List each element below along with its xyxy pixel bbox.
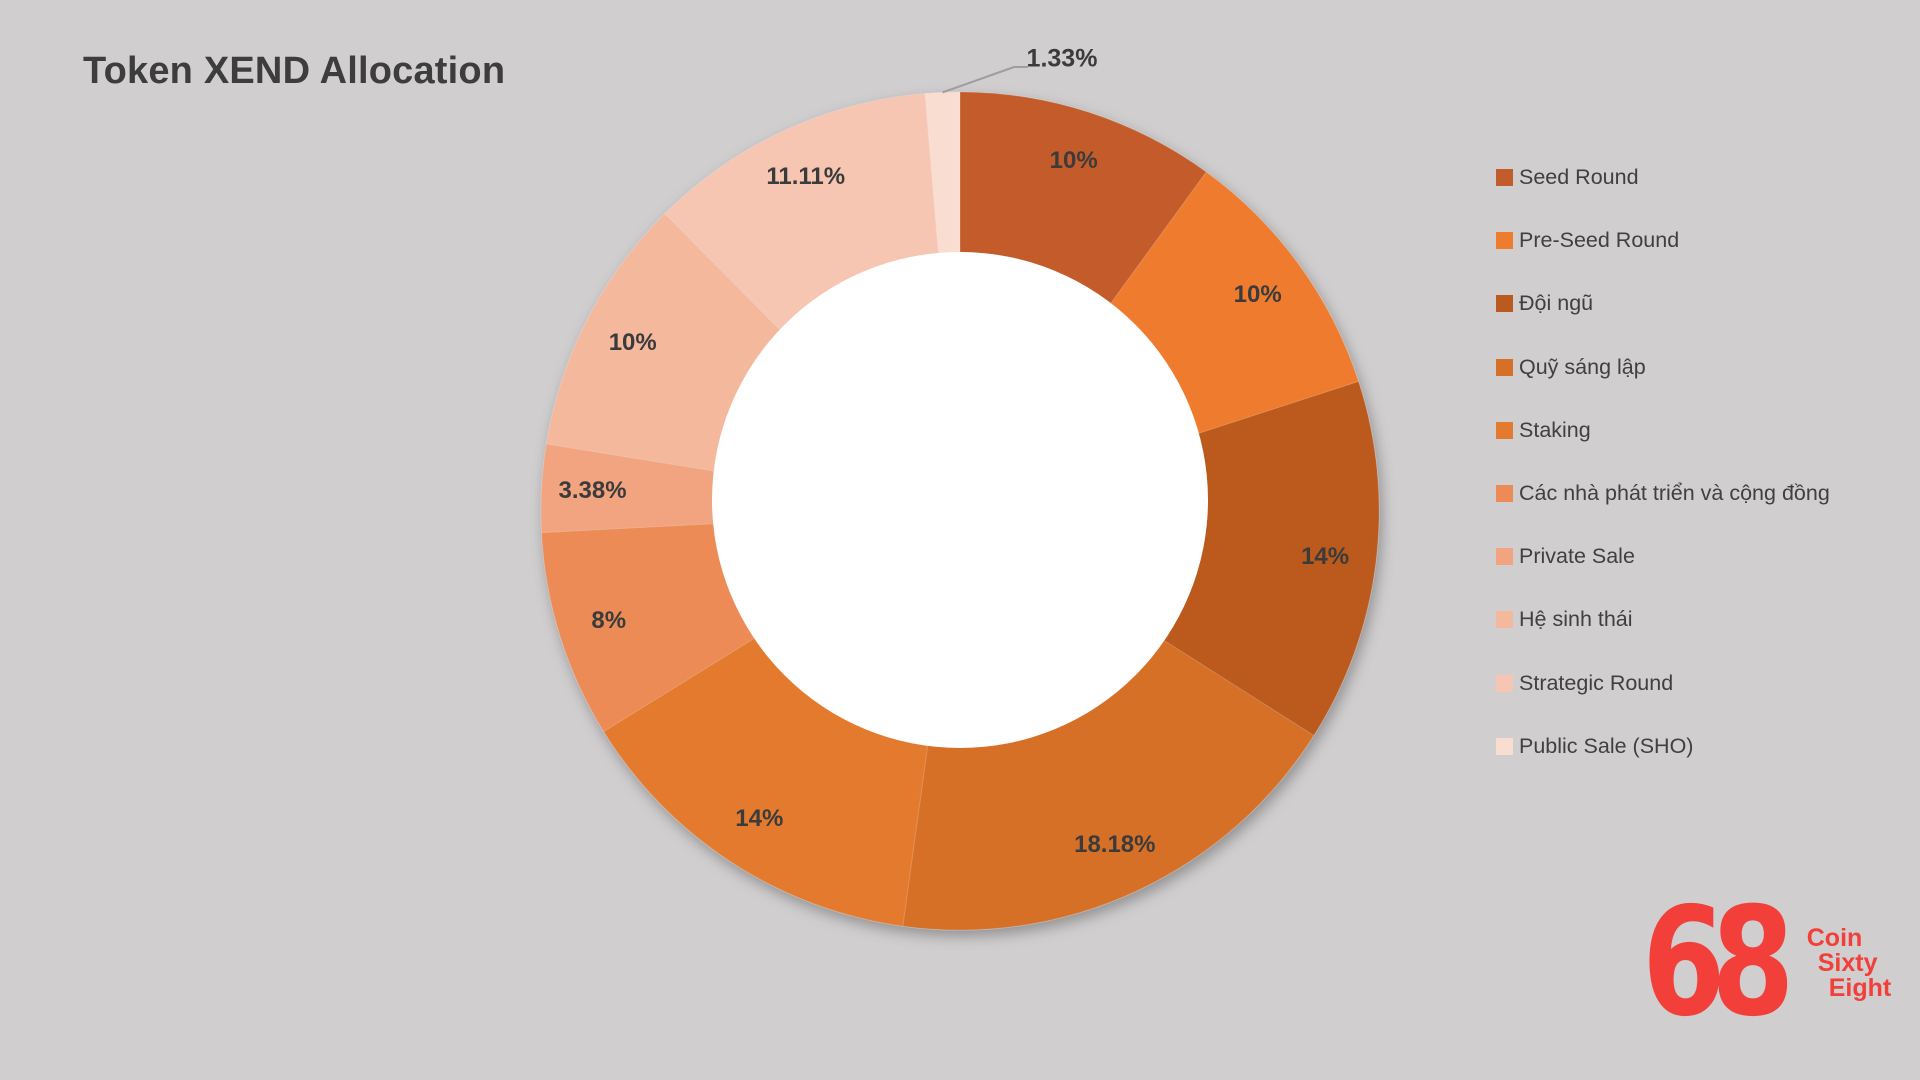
legend: Seed Round Pre-Seed Round Đội ngũ Quỹ sá… bbox=[1496, 146, 1916, 778]
legend-item: Seed Round bbox=[1496, 146, 1916, 209]
slice-label: 8% bbox=[591, 606, 627, 634]
legend-item: Private Sale bbox=[1496, 525, 1916, 588]
logo-wordmark: Coin Sixty Eight bbox=[1807, 888, 1892, 1001]
legend-swatch bbox=[1496, 611, 1513, 629]
legend-item: Đội ngũ bbox=[1496, 272, 1916, 335]
legend-item: Các nhà phát triển và cộng đồng bbox=[1496, 462, 1916, 525]
legend-swatch bbox=[1496, 358, 1513, 376]
legend-label: Pre-Seed Round bbox=[1519, 228, 1680, 253]
slice-label: 10% bbox=[1049, 147, 1098, 174]
legend-swatch bbox=[1496, 169, 1513, 187]
chart-title: Token XEND Allocation bbox=[83, 50, 506, 92]
legend-label: Seed Round bbox=[1519, 165, 1639, 190]
slice-label: 1.33% bbox=[1026, 44, 1098, 73]
slice-label: 3.38% bbox=[558, 476, 627, 504]
legend-label: Staking bbox=[1519, 417, 1591, 442]
donut-hole bbox=[712, 252, 1208, 748]
slice-label: 14% bbox=[735, 805, 784, 833]
slice-label: 10% bbox=[608, 328, 657, 356]
logo-word-sixty: Sixty bbox=[1817, 949, 1878, 977]
legend-label: Đội ngũ bbox=[1519, 291, 1594, 316]
legend-item: Pre-Seed Round bbox=[1496, 209, 1916, 272]
legend-swatch bbox=[1496, 548, 1513, 566]
slice-label: 10% bbox=[1233, 280, 1282, 308]
slice-label: 11.11% bbox=[766, 162, 846, 190]
legend-swatch bbox=[1496, 232, 1513, 250]
legend-item: Staking bbox=[1496, 399, 1916, 462]
legend-swatch bbox=[1496, 421, 1513, 439]
legend-swatch bbox=[1496, 737, 1513, 755]
legend-label: Private Sale bbox=[1519, 544, 1635, 569]
logo-word-coin: Coin bbox=[1806, 924, 1863, 952]
legend-item: Hệ sinh thái bbox=[1496, 588, 1916, 651]
legend-item: Public Sale (SHO) bbox=[1496, 715, 1916, 778]
callout-leader-line bbox=[942, 66, 1028, 94]
slice-label: 18.18% bbox=[1074, 830, 1156, 858]
legend-swatch bbox=[1496, 295, 1513, 313]
logo-word-eight: Eight bbox=[1828, 974, 1892, 1002]
legend-label: Strategic Round bbox=[1519, 670, 1674, 695]
legend-label: Các nhà phát triển và cộng đồng bbox=[1519, 481, 1830, 506]
legend-item: Strategic Round bbox=[1496, 652, 1916, 715]
legend-swatch bbox=[1496, 674, 1513, 692]
legend-label: Public Sale (SHO) bbox=[1519, 733, 1694, 758]
legend-item: Quỹ sáng lập bbox=[1496, 336, 1916, 399]
logo-68-mark: 68 bbox=[1642, 876, 1795, 1050]
legend-label: Hệ sinh thái bbox=[1519, 607, 1633, 632]
coinsixtyeight-logo: 68 Coin Sixty Eight bbox=[1642, 888, 1891, 1038]
legend-label: Quỹ sáng lập bbox=[1519, 354, 1646, 379]
legend-swatch bbox=[1496, 485, 1513, 503]
slice-label: 14% bbox=[1301, 543, 1350, 571]
